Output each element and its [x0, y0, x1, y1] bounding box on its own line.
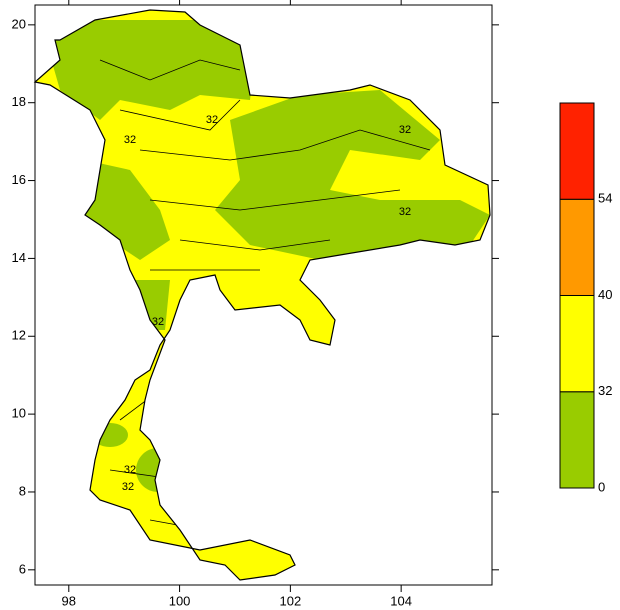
contour-label: 32: [122, 481, 134, 493]
y-tick-label: 10: [12, 406, 26, 421]
contour-label: 32: [399, 124, 411, 136]
y-tick-label: 16: [12, 172, 26, 187]
green-zone: [215, 90, 490, 262]
colorbar-segment: [559, 198, 595, 296]
colorbar-segment: [559, 102, 595, 200]
contour-label: 32: [399, 206, 411, 218]
y-tick-label: 8: [19, 483, 26, 498]
y-tick-label: 12: [12, 328, 26, 343]
colorbar-segment: [559, 295, 595, 393]
contour-label: 32: [124, 464, 136, 476]
colorbar-segment: [559, 391, 595, 489]
y-tick-label: 6: [19, 561, 26, 576]
x-tick-label: 104: [390, 593, 412, 608]
x-tick-label: 102: [280, 593, 302, 608]
colorbar-label: 0: [598, 479, 605, 494]
green-zone: [40, 20, 260, 120]
colorbar-label: 54: [598, 191, 612, 206]
x-tick-label: 100: [169, 593, 191, 608]
contour-label: 32: [206, 114, 218, 126]
colorbar-label: 40: [598, 287, 612, 302]
x-tick-label: 98: [62, 593, 76, 608]
y-tick-label: 20: [12, 16, 26, 31]
colorbar-label: 32: [598, 383, 612, 398]
y-tick-label: 14: [12, 250, 26, 265]
contour-label: 32: [124, 134, 136, 146]
y-tick-label: 18: [12, 94, 26, 109]
contour-label: 32: [152, 316, 164, 328]
